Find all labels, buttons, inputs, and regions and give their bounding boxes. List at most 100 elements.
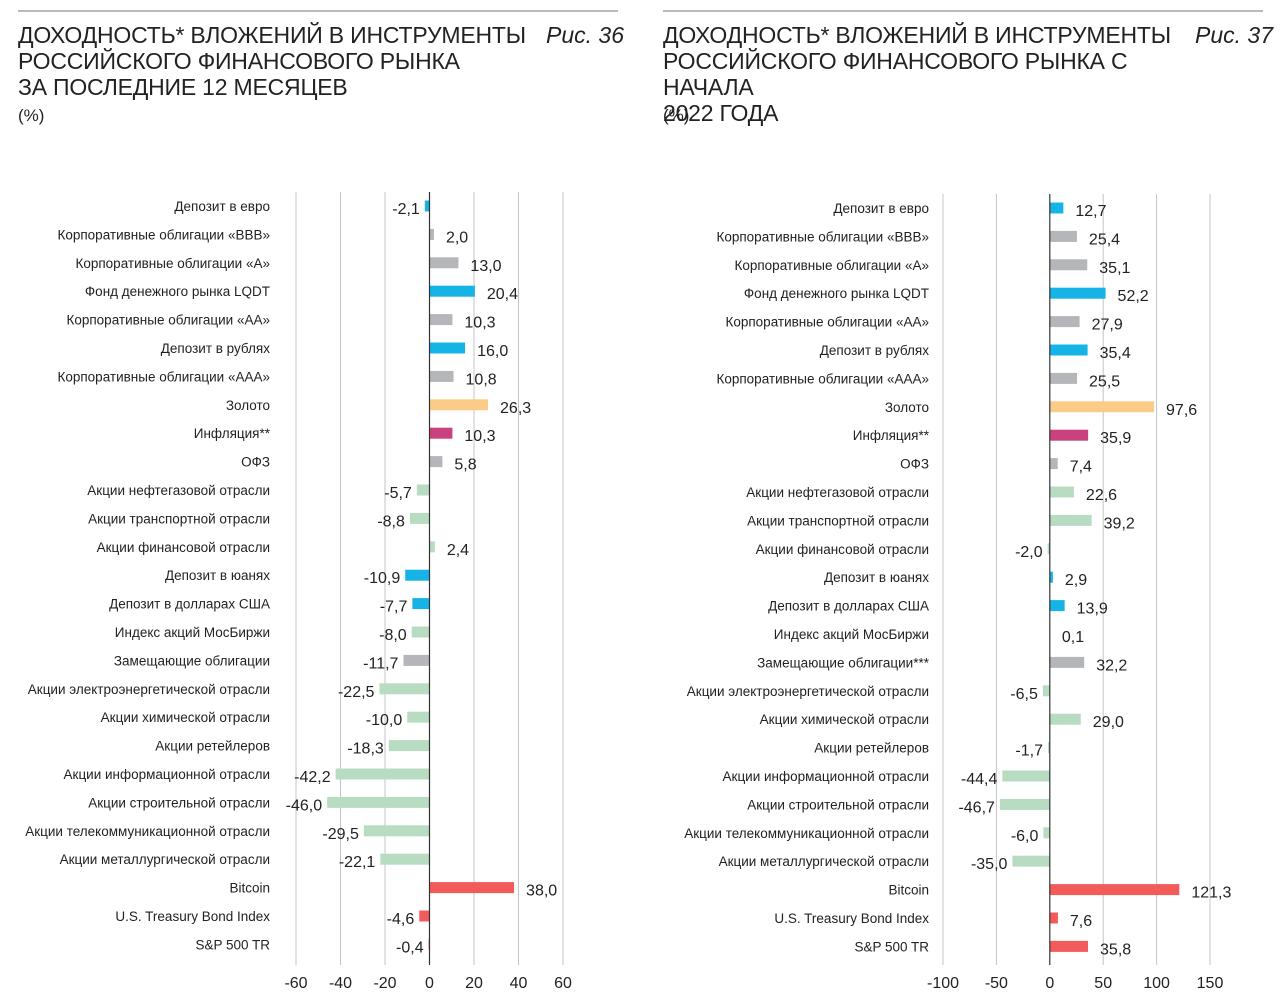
title-line: ДОХОДНОСТЬ* ВЛОЖЕНИЙ В ИНСТРУМЕНТЫ [663,22,1171,48]
value-label: 2,0 [446,229,468,246]
bar [429,882,515,894]
unit-label-left: (%) [18,106,45,125]
tick-label: 20 [465,975,483,992]
bar [363,825,430,837]
category-label: Акции электроэнергетической отрасли [28,682,270,697]
category-label: Акции финансовой отрасли [756,542,929,557]
bar [388,740,430,752]
category-label: Депозит в юанях [165,568,270,583]
tick-label: -20 [373,975,396,992]
value-label: -2,0 [1015,544,1043,561]
value-label: 121,3 [1191,885,1231,902]
category-label: Инфляция** [853,428,930,443]
category-label: U.S. Treasury Bond Index [115,909,270,924]
category-label: Акции информационной отрасли [723,769,929,784]
bar [1049,230,1077,242]
value-label: -8,8 [377,513,405,530]
value-label: 2,4 [447,542,469,559]
value-label: 29,0 [1093,714,1124,731]
bar [327,796,430,808]
category-label: Корпоративные облигации «А» [75,256,270,271]
bar [335,768,430,780]
value-label: 5,8 [454,457,476,474]
category-label: Замещающие облигации*** [757,655,930,670]
value-label: 7,4 [1070,459,1092,476]
value-label: -8,0 [379,627,407,644]
bar [1049,940,1089,952]
value-label: 97,6 [1166,402,1197,419]
bar-chart-right: Депозит в евро 12,7 Корпоративные облигаци… [684,194,1231,992]
category-label: Акции телекоммуникационной отрасли [25,824,270,839]
value-label: 35,8 [1100,941,1131,958]
unit-label-right: (%) [663,106,690,125]
bar [405,569,430,581]
bar [1049,600,1065,612]
value-label: 12,7 [1075,203,1106,220]
value-label: 13,0 [470,258,501,275]
value-label: 35,4 [1100,345,1131,362]
bar [429,456,443,468]
title-line: 2022 ГОДА [663,100,779,126]
value-label: 13,9 [1077,601,1108,618]
value-label: 7,6 [1070,913,1092,930]
value-label: 10,8 [466,371,497,388]
bar [409,512,430,524]
category-label: Акции ретейлеров [155,739,270,754]
tick-label: 40 [510,975,528,992]
bar [1012,855,1050,867]
category-label: Корпоративные облигации «BBB» [716,229,929,244]
category-label: Акции химической отрасли [101,710,270,725]
value-label: -7,7 [380,599,408,616]
bar [380,853,430,865]
value-label: 20,4 [487,286,518,303]
tick-label: -100 [927,975,959,992]
value-label: 35,1 [1099,260,1130,277]
value-label: 52,2 [1118,288,1149,305]
bar [999,798,1050,810]
category-label: Депозит в долларах США [768,599,929,614]
figure-label-right: Рис. 37 [1195,22,1273,48]
bar [429,228,434,240]
bar [1049,287,1106,299]
category-label: Акции электроэнергетической отрасли [687,684,929,699]
chart-panel-left: ДОХОДНОСТЬ* ВЛОЖЕНИЙ В ИНСТРУМЕНТЫ РОССИ… [18,10,624,992]
category-label: Корпоративные облигации «BBB» [57,227,270,242]
bar [1049,514,1092,526]
bar [403,654,430,666]
bar [1049,486,1074,498]
bar [1049,401,1155,413]
value-label: 39,2 [1104,515,1135,532]
category-label: Корпоративные облигации «А» [734,258,929,273]
title-line: РОССИЙСКОГО ФИНАНСОВОГО РЫНКА [18,48,460,74]
tick-label: 150 [1197,975,1224,992]
category-label: Акции строительной отрасли [747,797,929,812]
value-label: 35,9 [1100,430,1131,447]
category-label: Bitcoin [888,883,929,898]
value-label: 38,0 [526,883,557,900]
bar [1049,202,1064,214]
category-label: Акции ретейлеров [814,741,929,756]
title-line: ДОХОДНОСТЬ* ВЛОЖЕНИЙ В ИНСТРУМЕНТЫ [18,22,526,48]
title-line: РОССИЙСКОГО ФИНАНСОВОГО РЫНКА С НАЧАЛА [663,48,1128,100]
bar [1049,458,1058,470]
value-label: -18,3 [347,741,384,758]
category-label: Индекс акций МосБиржи [774,627,929,642]
bar [1043,827,1050,839]
bar [407,711,430,723]
category-label: Депозит в рублях [820,343,929,358]
value-label: -46,0 [286,797,323,814]
value-label: -6,5 [1010,686,1038,703]
value-label: -35,0 [971,856,1008,873]
tick-label: 0 [425,975,434,992]
tick-label: -40 [329,975,352,992]
tick-label: 0 [1045,975,1054,992]
bar [1047,742,1050,754]
category-label: Фонд денежного рынка LQDT [85,284,270,299]
value-label: 10,3 [464,428,495,445]
category-label: Акции нефтегазовой отрасли [746,485,929,500]
category-label: Акции информационной отрасли [64,767,270,782]
category-label: Индекс акций МосБиржи [115,625,270,640]
top-rule [663,10,1263,12]
bar [429,314,453,326]
bar [429,370,454,382]
